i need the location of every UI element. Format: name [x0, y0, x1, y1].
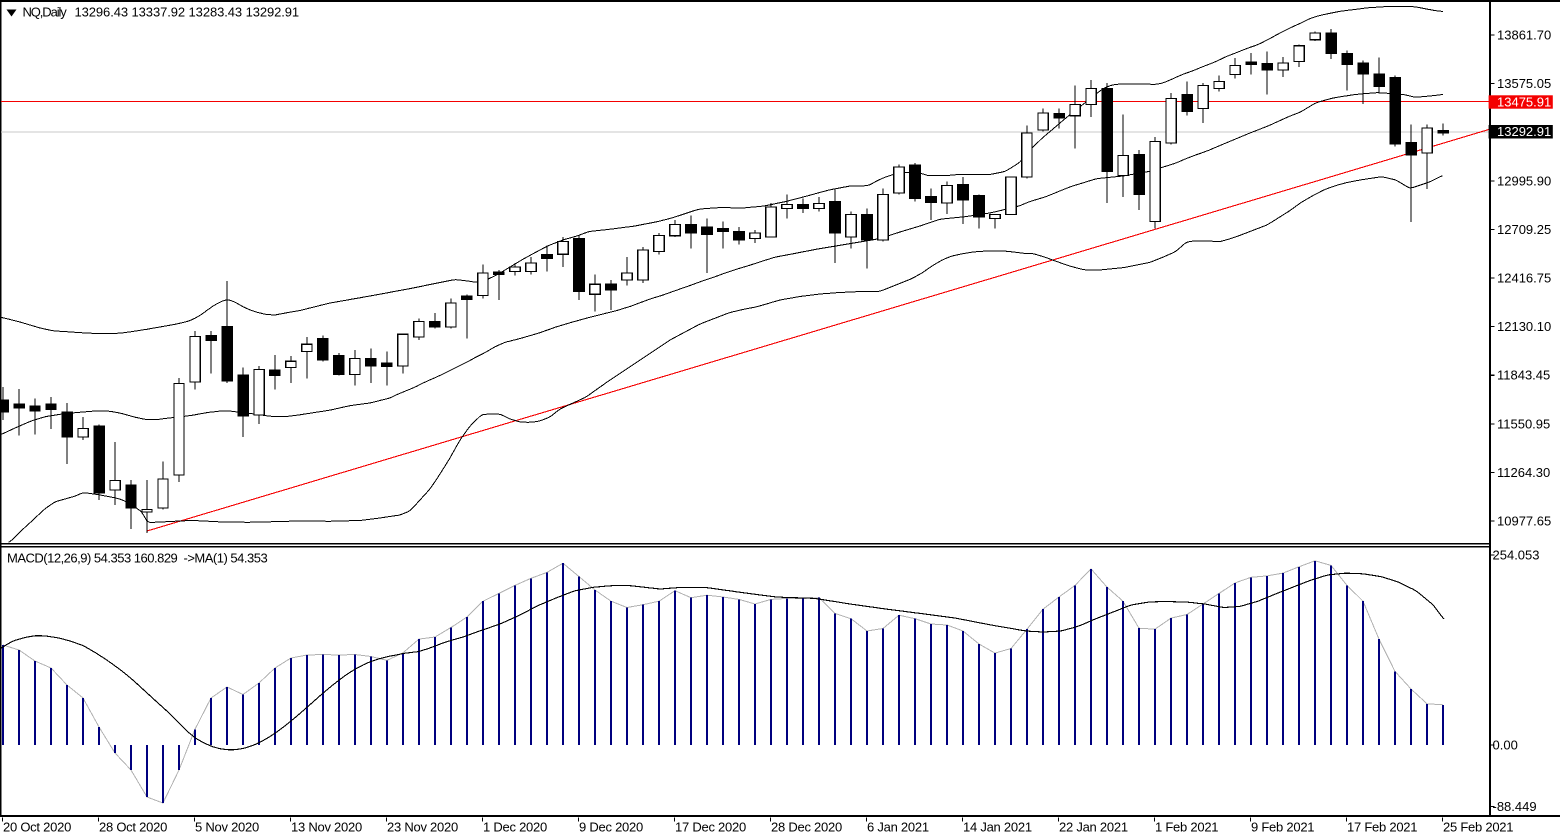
svg-text:17 Dec 2020: 17 Dec 2020 — [675, 820, 746, 835]
svg-text:12416.75: 12416.75 — [1497, 271, 1551, 286]
svg-text:9 Dec 2020: 9 Dec 2020 — [579, 820, 643, 835]
svg-text:0.00: 0.00 — [1493, 737, 1518, 752]
svg-text:12995.90: 12995.90 — [1497, 173, 1551, 188]
svg-text:13296.43 13337.92 13283.43 132: 13296.43 13337.92 13283.43 13292.91 — [75, 5, 300, 20]
svg-text:-88.449: -88.449 — [1493, 799, 1537, 814]
svg-text:12709.25: 12709.25 — [1497, 222, 1551, 237]
svg-text:22 Jan 2021: 22 Jan 2021 — [1059, 820, 1128, 835]
svg-text:10977.65: 10977.65 — [1497, 514, 1551, 529]
svg-text:6 Jan 2021: 6 Jan 2021 — [867, 820, 929, 835]
svg-text:14 Jan 2021: 14 Jan 2021 — [963, 820, 1032, 835]
svg-text:28 Dec 2020: 28 Dec 2020 — [771, 820, 842, 835]
svg-text:11264.30: 11264.30 — [1497, 465, 1550, 480]
svg-text:9 Feb 2021: 9 Feb 2021 — [1251, 820, 1314, 835]
svg-text:13 Nov 2020: 13 Nov 2020 — [291, 820, 362, 835]
svg-text:13475.91: 13475.91 — [1497, 94, 1551, 109]
svg-text:1 Dec 2020: 1 Dec 2020 — [483, 820, 547, 835]
svg-text:5 Nov 2020: 5 Nov 2020 — [195, 820, 259, 835]
svg-text:13861.70: 13861.70 — [1497, 28, 1551, 43]
svg-text:NQ,Daily: NQ,Daily — [23, 5, 68, 20]
svg-text:254.053: 254.053 — [1493, 548, 1540, 563]
svg-text:23 Nov 2020: 23 Nov 2020 — [387, 820, 458, 835]
svg-text:25 Feb 2021: 25 Feb 2021 — [1443, 820, 1513, 835]
svg-text:13292.91: 13292.91 — [1497, 124, 1551, 139]
svg-text:17 Feb 2021: 17 Feb 2021 — [1347, 820, 1417, 835]
svg-text:28 Oct 2020: 28 Oct 2020 — [99, 820, 167, 835]
svg-text:MACD(12,26,9) 54.353 160.829: MACD(12,26,9) 54.353 160.829 ->MA(1) 54.… — [7, 551, 267, 566]
svg-text:12130.10: 12130.10 — [1497, 319, 1551, 334]
svg-text:1 Feb 2021: 1 Feb 2021 — [1155, 820, 1218, 835]
svg-text:11843.45: 11843.45 — [1497, 368, 1550, 383]
svg-text:13575.05: 13575.05 — [1497, 76, 1551, 91]
svg-text:11550.95: 11550.95 — [1497, 416, 1550, 431]
svg-text:20 Oct 2020: 20 Oct 2020 — [3, 820, 71, 835]
